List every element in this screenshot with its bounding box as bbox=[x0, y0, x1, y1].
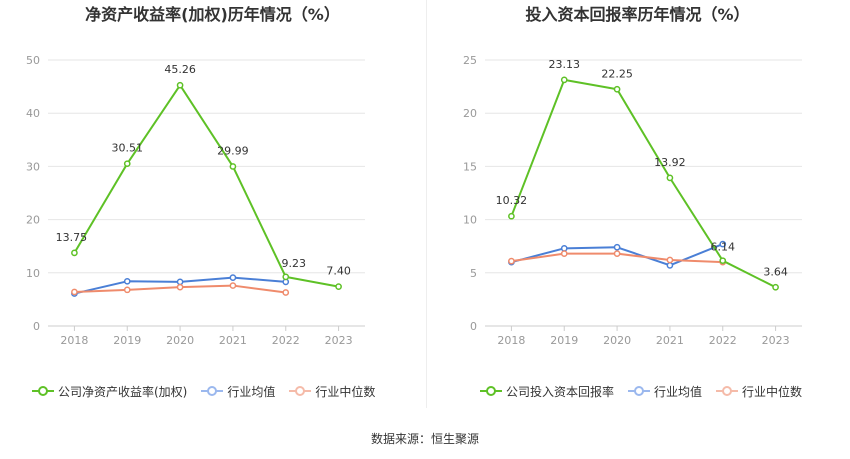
data-point bbox=[229, 282, 237, 289]
y-tick-label: 10 bbox=[463, 214, 477, 227]
data-point bbox=[613, 250, 621, 257]
chart-title-roic: 投入资本回报率历年情况（%） bbox=[525, 5, 750, 24]
data-label: 9.23 bbox=[282, 257, 307, 270]
x-tick-label: 2020 bbox=[603, 334, 631, 347]
y-tick-label: 0 bbox=[33, 320, 40, 333]
data-point bbox=[335, 283, 342, 290]
data-label: 13.92 bbox=[654, 156, 686, 169]
data-point bbox=[282, 289, 290, 296]
data-point bbox=[666, 174, 674, 182]
data-point bbox=[508, 212, 515, 220]
legend-label: 行业均值 bbox=[654, 384, 703, 399]
data-point bbox=[229, 274, 237, 281]
data-point bbox=[560, 244, 568, 252]
data-label: 10.32 bbox=[496, 194, 528, 207]
chart-divider bbox=[426, 0, 427, 408]
data-point bbox=[666, 256, 674, 264]
data-point bbox=[613, 243, 621, 251]
data-point bbox=[71, 249, 78, 257]
data-label: 22.25 bbox=[601, 67, 633, 80]
legend-item-company[interactable]: 公司净资产收益率(加权) bbox=[32, 383, 187, 400]
data-point bbox=[123, 277, 131, 285]
y-tick-label: 5 bbox=[470, 267, 477, 280]
legend-roic: 公司投入资本回报率 行业均值 行业中位数 bbox=[480, 382, 816, 400]
data-point bbox=[176, 278, 184, 286]
chart-1: 0 5 10 15 20 25 2018 2019 2020 2021 2022 2023 10.32 2… bbox=[463, 54, 802, 347]
data-point bbox=[282, 273, 290, 281]
data-point bbox=[613, 85, 621, 93]
y-tick-label: 15 bbox=[463, 160, 477, 173]
data-label: 13.75 bbox=[56, 231, 88, 244]
y-tick-label: 20 bbox=[463, 107, 477, 120]
x-tick-label: 2018 bbox=[497, 334, 525, 347]
x-tick-label: 2023 bbox=[325, 334, 353, 347]
legend-roe: 公司净资产收益率(加权) 行业均值 行业中位数 bbox=[32, 382, 389, 400]
series-line bbox=[73, 84, 339, 288]
y-tick-label: 30 bbox=[26, 160, 40, 173]
data-point bbox=[508, 257, 515, 265]
y-tick-label: 25 bbox=[463, 54, 477, 67]
legend-label: 公司净资产收益率(加权) bbox=[58, 384, 188, 399]
x-tick-label: 2022 bbox=[709, 334, 737, 347]
y-tick-label: 20 bbox=[26, 214, 40, 227]
x-tick-label: 2019 bbox=[113, 334, 141, 347]
line-marker-icon bbox=[480, 386, 502, 396]
line-marker-icon bbox=[289, 386, 312, 396]
legend-label: 行业均值 bbox=[227, 384, 276, 399]
data-point bbox=[560, 76, 568, 84]
y-tick-label: 40 bbox=[26, 107, 40, 120]
x-tick-label: 2019 bbox=[550, 334, 578, 347]
data-label: 45.26 bbox=[164, 63, 196, 76]
x-tick-label: 2021 bbox=[219, 334, 247, 347]
data-point bbox=[772, 283, 779, 291]
y-tick-label: 0 bbox=[470, 320, 477, 333]
data-label: 30.51 bbox=[112, 142, 144, 155]
data-point bbox=[123, 286, 131, 294]
data-point bbox=[719, 240, 727, 248]
data-point bbox=[176, 283, 184, 291]
legend-label: 行业中位数 bbox=[742, 384, 803, 399]
data-point bbox=[666, 262, 674, 269]
line-marker-icon bbox=[716, 386, 739, 396]
legend-item-industry-mean[interactable]: 行业均值 bbox=[628, 383, 702, 400]
data-point bbox=[560, 250, 568, 257]
x-tick-label: 2021 bbox=[656, 334, 684, 347]
data-label: 7.40 bbox=[326, 265, 351, 278]
data-point bbox=[123, 160, 131, 168]
x-tick-label: 2020 bbox=[166, 334, 194, 347]
line-marker-icon bbox=[32, 386, 54, 396]
data-point bbox=[719, 257, 727, 265]
series-line bbox=[510, 78, 777, 289]
y-tick-label: 50 bbox=[26, 54, 40, 67]
x-tick-label: 2022 bbox=[272, 334, 300, 347]
y-tick-label: 10 bbox=[26, 267, 40, 280]
data-label: 23.13 bbox=[549, 58, 581, 71]
line-marker-icon bbox=[201, 386, 224, 396]
legend-item-industry-mean[interactable]: 行业均值 bbox=[201, 383, 275, 400]
data-source: 数据来源：恒生聚源 bbox=[370, 432, 479, 446]
data-label: 29.99 bbox=[217, 144, 249, 157]
chart-title-roe: 净资产收益率(加权)历年情况（%） bbox=[85, 5, 340, 24]
chart-0: 0 10 20 30 40 50 2018 2019 2020 2021 2022 2023 13.75… bbox=[26, 54, 365, 347]
data-label: 3.64 bbox=[763, 265, 788, 278]
data-point bbox=[229, 163, 237, 170]
data-point bbox=[71, 288, 78, 296]
legend-label: 行业中位数 bbox=[315, 384, 376, 399]
legend-item-industry-median[interactable]: 行业中位数 bbox=[716, 383, 802, 400]
legend-label: 公司投入资本回报率 bbox=[506, 384, 615, 399]
line-marker-icon bbox=[628, 386, 651, 396]
data-point bbox=[176, 81, 184, 89]
data-label: 6.14 bbox=[711, 241, 736, 254]
x-tick-label: 2018 bbox=[60, 334, 88, 347]
legend-item-industry-median[interactable]: 行业中位数 bbox=[289, 383, 375, 400]
x-tick-label: 2023 bbox=[762, 334, 790, 347]
legend-item-company[interactable]: 公司投入资本回报率 bbox=[480, 383, 614, 400]
